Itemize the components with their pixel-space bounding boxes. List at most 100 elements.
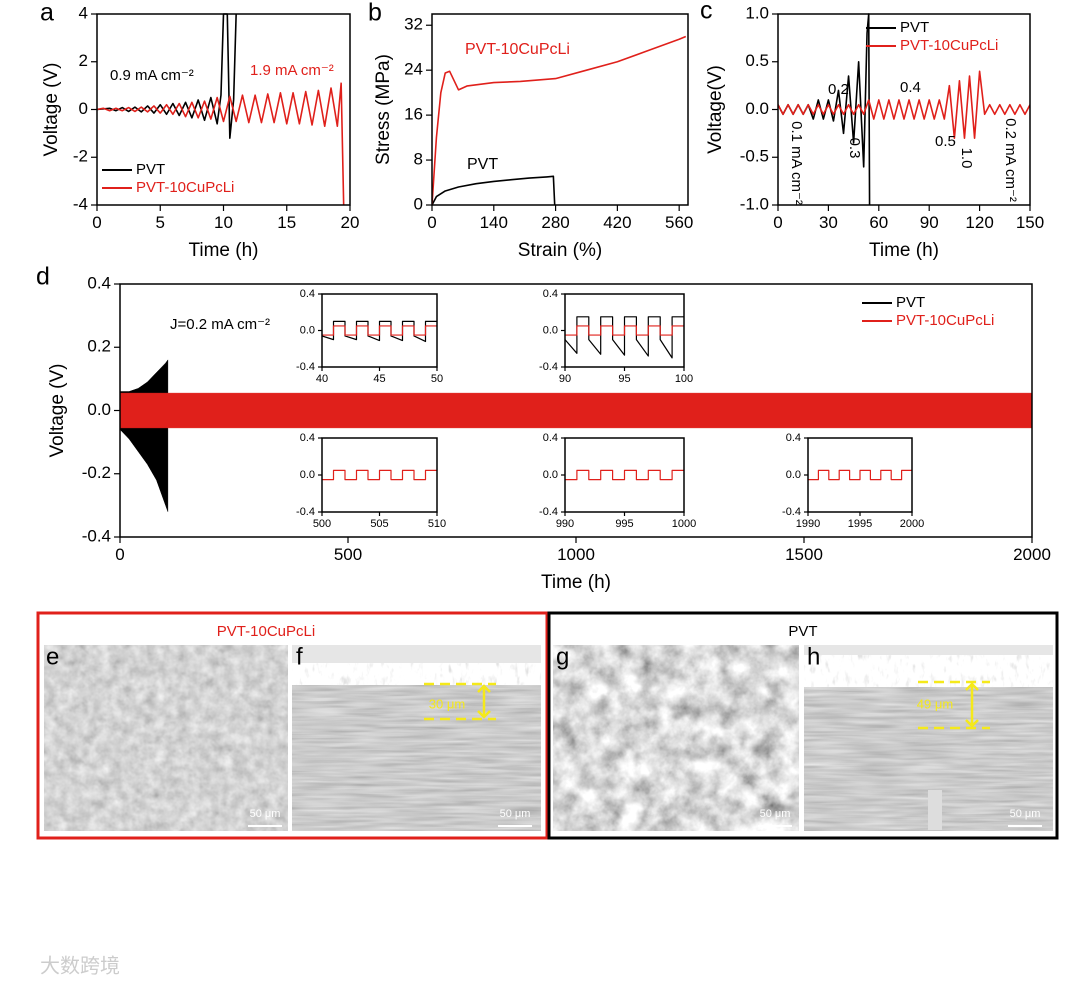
series-label: PVT-10CuPcLi	[465, 41, 570, 58]
y-tick-label: 0.4	[300, 432, 315, 444]
series-group	[322, 469, 437, 481]
y-tick-label: -1.0	[740, 194, 769, 213]
sem-image	[292, 645, 541, 831]
x-tick-label: 2000	[1013, 545, 1051, 564]
panel-label: b	[368, 0, 382, 27]
y-tick-label: 0.4	[543, 432, 558, 444]
thickness-label: 49 μm	[917, 696, 953, 711]
y-axis-label: Stress (MPa)	[373, 54, 394, 165]
x-axis-label: Time (h)	[541, 572, 611, 593]
y-axis-label: Voltage (V)	[41, 63, 62, 157]
x-tick-label: 1500	[785, 545, 823, 564]
x-tick-label: 15	[277, 213, 296, 232]
annotation: 0.5	[935, 133, 956, 150]
x-axis-label: Strain (%)	[518, 240, 602, 261]
series-label: PVT	[467, 156, 498, 173]
y-tick-label: 2	[79, 51, 88, 70]
y-tick-label: 1.0	[745, 3, 769, 22]
y-tick-label: 4	[79, 3, 88, 22]
sem-image	[804, 645, 1053, 831]
sem-image	[44, 645, 288, 831]
y-tick-label: -0.4	[539, 506, 558, 518]
x-tick-label: 990	[556, 518, 574, 530]
line	[97, 82, 345, 206]
panel-label: g	[556, 643, 569, 670]
x-tick-label: 280	[541, 213, 569, 232]
x-tick-label: 1990	[796, 518, 820, 530]
line	[322, 325, 437, 336]
x-axis-label: Time (h)	[869, 240, 939, 261]
y-axis-label: Voltage(V)	[705, 65, 726, 154]
group-title: PVT-10CuPcLi	[217, 623, 315, 640]
group-title: PVT	[788, 623, 817, 640]
annotation: 0.1 mA cm⁻²	[788, 121, 805, 205]
y-tick-label: 0.4	[786, 432, 801, 444]
thickness-marker	[424, 680, 990, 730]
legend-label: PVT-10CuPcLi	[896, 312, 994, 329]
band	[120, 392, 1032, 429]
annotation: J=0.2 mA cm⁻²	[170, 316, 270, 333]
annotation: 0.9 mA cm⁻²	[110, 67, 194, 84]
line	[565, 325, 684, 336]
x-tick-label: 45	[373, 373, 385, 385]
series-group	[120, 359, 1032, 512]
y-tick-label: -0.4	[782, 506, 801, 518]
sem-image	[553, 645, 799, 831]
x-tick-label: 95	[618, 373, 630, 385]
x-tick-label: 1000	[557, 545, 595, 564]
x-tick-label: 510	[428, 518, 446, 530]
group-frame	[36, 611, 549, 840]
y-tick-label: 0.4	[300, 288, 315, 300]
annotation: 0.2	[828, 81, 849, 98]
line	[432, 35, 687, 206]
x-tick-label: 90	[920, 213, 939, 232]
x-tick-label: 140	[480, 213, 508, 232]
y-tick-label: 0	[414, 194, 423, 213]
axis-frame	[431, 13, 689, 206]
series-group	[808, 469, 912, 481]
annotation: 0.3	[846, 138, 863, 159]
x-tick-label: 1000	[672, 518, 696, 530]
annotation: 0.4	[900, 79, 921, 96]
legend-label: PVT	[900, 19, 929, 36]
scale-bar-label: 50 μm	[250, 808, 281, 820]
y-tick-label: 24	[404, 60, 423, 79]
x-tick-label: 500	[313, 518, 331, 530]
y-tick-label: 0.0	[745, 99, 769, 118]
panel-label: a	[40, 0, 54, 27]
x-tick-label: 995	[615, 518, 633, 530]
panel-label: e	[46, 643, 59, 670]
x-tick-label: 420	[603, 213, 631, 232]
line	[565, 469, 684, 481]
y-axis-label: Voltage (V)	[47, 364, 68, 458]
thickness-label: 30 μm	[429, 696, 465, 711]
x-tick-label: 5	[156, 213, 165, 232]
x-tick-label: 2000	[900, 518, 924, 530]
annotation: 0.2 mA cm⁻²	[1002, 118, 1019, 202]
x-tick-label: 90	[559, 373, 571, 385]
y-tick-label: 32	[404, 15, 423, 34]
y-tick-label: 0.0	[300, 324, 315, 336]
annotation: 1.0	[958, 148, 975, 169]
x-tick-label: 50	[431, 373, 443, 385]
x-tick-label: 0	[427, 213, 436, 232]
x-tick-label: 30	[819, 213, 838, 232]
y-tick-label: 0.2	[87, 337, 111, 356]
x-tick-label: 40	[316, 373, 328, 385]
y-tick-label: 0.4	[87, 273, 111, 292]
scale-bar-label: 50 μm	[760, 808, 791, 820]
x-tick-label: 10	[214, 213, 233, 232]
series-group	[565, 316, 684, 359]
watermark: 大数跨境	[40, 954, 120, 977]
y-tick-label: -0.4	[296, 361, 315, 373]
panel-label: d	[36, 263, 50, 291]
panel-label: h	[807, 643, 820, 670]
x-tick-label: 60	[869, 213, 888, 232]
plot-area	[432, 14, 688, 205]
series-group	[432, 35, 687, 206]
plot-area	[97, 14, 350, 205]
y-tick-label: 16	[404, 105, 423, 124]
legend-label: PVT-10CuPcLi	[900, 37, 998, 54]
scale-bar-label: 50 μm	[1010, 808, 1041, 820]
